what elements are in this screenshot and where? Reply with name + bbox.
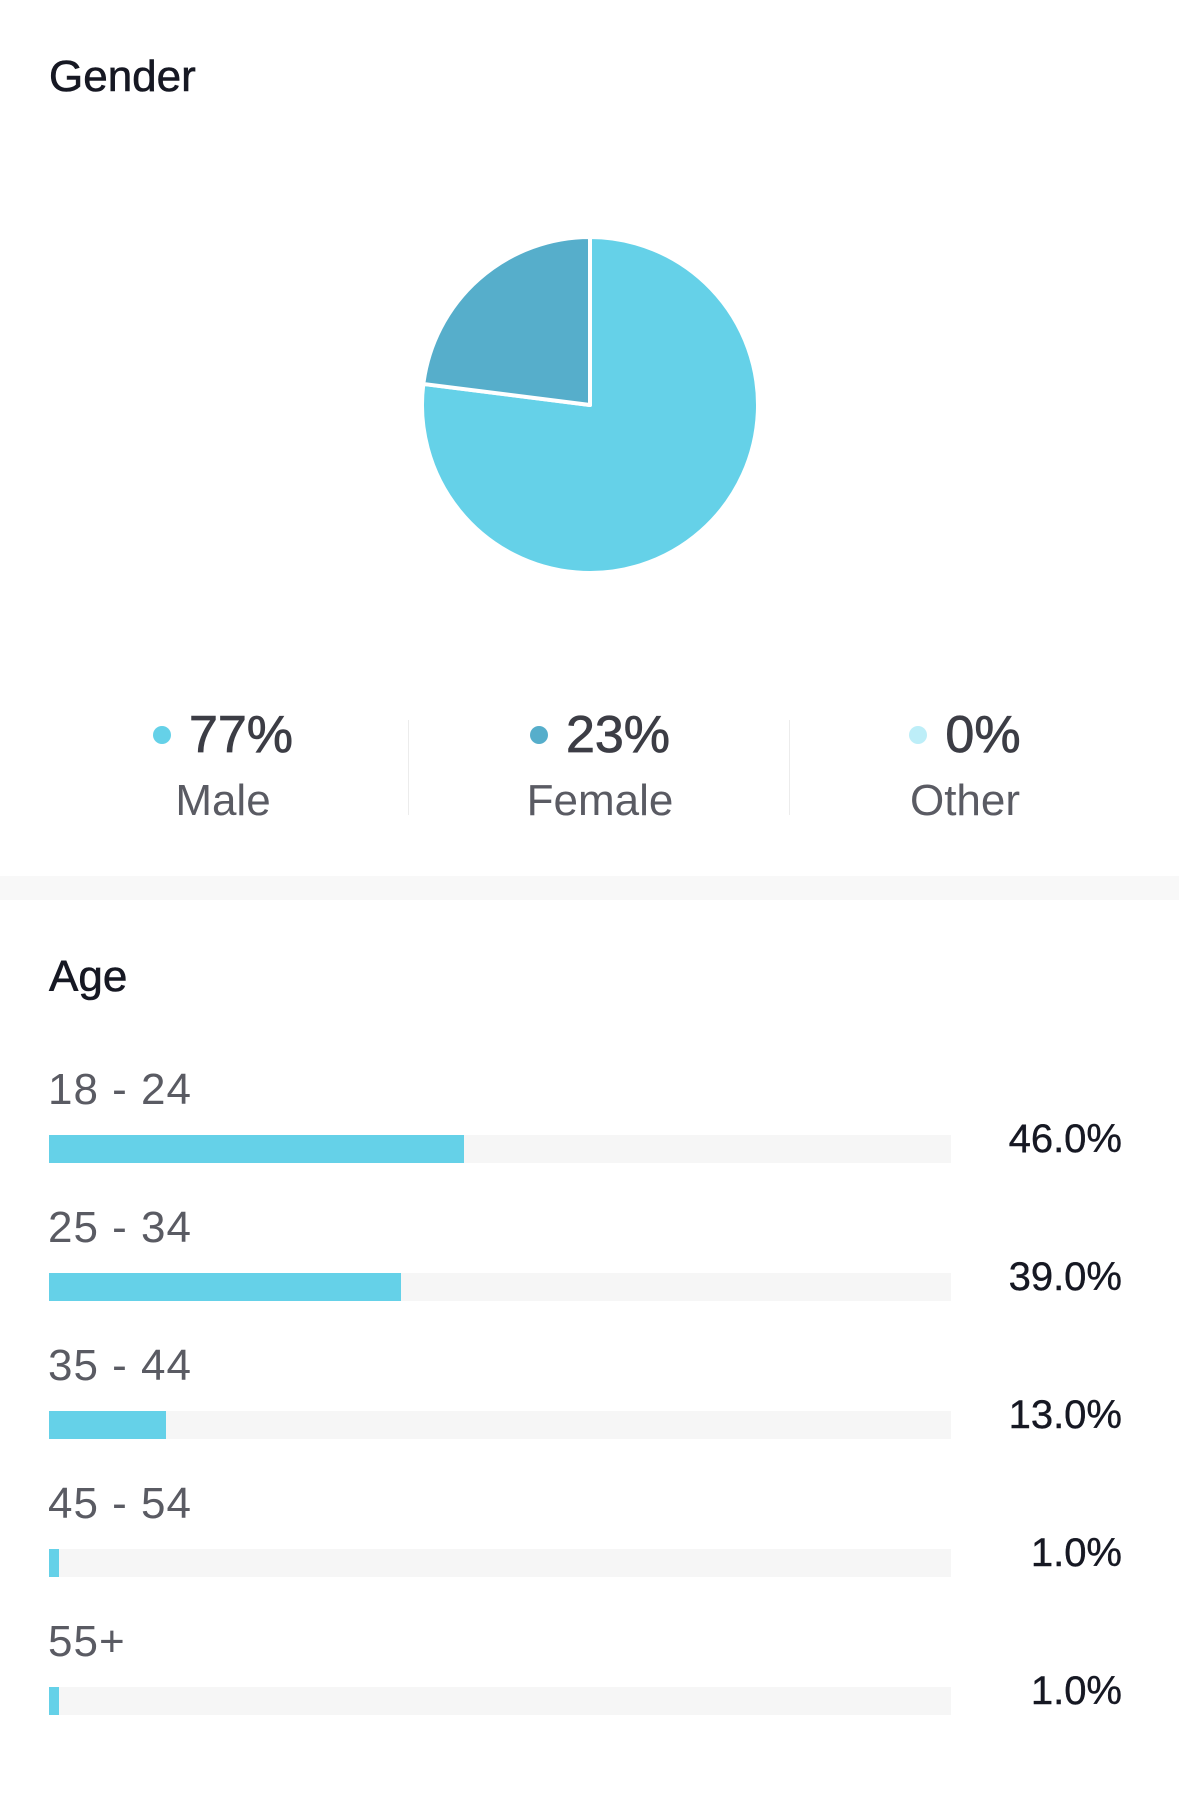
gender-pie-chart [420,235,760,575]
other-label: Other [909,776,1021,825]
age-label: 35 - 44 [48,1341,192,1390]
bar-track [49,1273,951,1301]
gender-legend: 77% Male 23% Female 0% Other [0,700,1179,830]
pie-slices [420,235,760,575]
bar-track [49,1687,951,1715]
age-percent: 13.0% [1008,1393,1122,1437]
legend-item-female: 23% Female [410,700,790,830]
age-row-55-plus: 55+ 1.0% [0,1617,1179,1747]
age-section: Age 18 - 24 46.0% 25 - 34 39.0% 35 - 44 … [0,900,1179,1816]
bar-fill-35-44 [49,1411,167,1439]
male-label: Male [175,776,271,825]
age-title: Age [49,952,128,1002]
bar-track [49,1549,951,1577]
other-percent: 0% [945,706,1021,765]
age-label: 55+ [48,1617,126,1666]
male-dot-icon [152,726,171,744]
bar-track [49,1135,951,1163]
legend-separator [789,720,790,815]
age-percent: 39.0% [1008,1255,1122,1299]
age-percent: 1.0% [1030,1531,1123,1575]
male-percent: 77% [188,706,294,765]
pie-slice-male [420,235,760,575]
bar-track [49,1411,951,1439]
legend-item-male: 77% Male [33,700,413,830]
female-dot-icon [529,726,548,744]
female-percent: 23% [565,706,671,765]
legend-separator [408,720,409,815]
gender-section: Gender 77% Male 23% Female 0% Other [0,0,1179,876]
age-row-25-34: 25 - 34 39.0% [0,1203,1179,1333]
legend-item-other: 0% Other [775,700,1155,830]
female-label: Female [526,776,674,825]
age-row-35-44: 35 - 44 13.0% [0,1341,1179,1471]
gender-title: Gender [49,52,196,102]
bar-fill-45-54 [49,1549,59,1577]
section-divider [0,876,1179,900]
age-row-45-54: 45 - 54 1.0% [0,1479,1179,1609]
bar-fill-55-plus [49,1687,59,1715]
age-row-18-24: 18 - 24 46.0% [0,1065,1179,1195]
age-label: 45 - 54 [48,1479,192,1528]
age-label: 25 - 34 [48,1203,192,1252]
age-percent: 46.0% [1008,1117,1122,1161]
bar-fill-18-24 [49,1135,464,1163]
other-dot-icon [909,726,928,744]
pie-slice-female [421,235,592,407]
age-percent: 1.0% [1030,1669,1123,1713]
bar-fill-25-34 [49,1273,401,1301]
age-label: 18 - 24 [48,1065,192,1114]
